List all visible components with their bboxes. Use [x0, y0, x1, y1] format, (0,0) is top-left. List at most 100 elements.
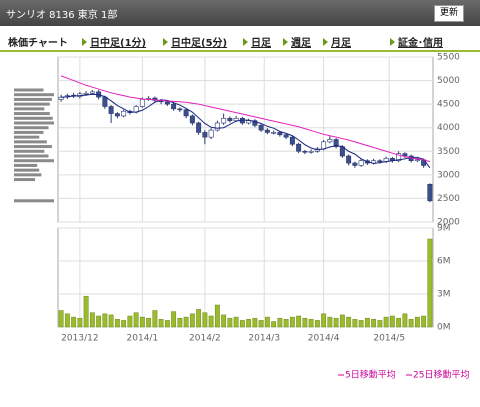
x-tick-label: 2014/1: [127, 334, 159, 344]
volume-profile-bar: [14, 93, 54, 97]
volume-bar: [333, 317, 339, 328]
volume-bar: [296, 315, 302, 328]
candle-body: [171, 103, 177, 110]
volume-profile-bar: [14, 168, 40, 172]
plot-area: [57, 227, 434, 328]
tab[interactable]: 日中足(5分): [163, 34, 227, 49]
header-bar: サンリオ 8136 東京 1部 更新: [0, 0, 480, 26]
volume-profile-bar: [14, 88, 44, 92]
volume-bar: [58, 310, 64, 328]
tab: 株価チャート: [8, 38, 68, 49]
volume-bar: [377, 320, 383, 328]
tab[interactable]: 月足: [323, 34, 351, 49]
volume-bar: [102, 313, 108, 328]
y-tick-label: 9M: [437, 224, 451, 234]
moving-average-line: [61, 93, 431, 169]
volume-bar: [227, 317, 233, 328]
volume-profile-bar: [14, 126, 49, 130]
x-tick-label: 2013/12: [61, 334, 98, 344]
volume-bar: [64, 313, 70, 328]
candle-body: [271, 132, 277, 134]
volume-bar: [108, 314, 114, 328]
volume-profile-bar: [14, 149, 45, 153]
y-tick-label: 4500: [437, 100, 460, 110]
volume-bar: [271, 321, 277, 328]
volume-bar: [346, 316, 352, 328]
y-tick-label: 5000: [437, 76, 460, 86]
volume-bar: [139, 316, 145, 328]
y-tick-label: 6M: [437, 257, 451, 267]
volume-bar: [171, 311, 177, 328]
volume-bar: [314, 320, 320, 328]
volume-bar: [146, 317, 152, 328]
candle-body: [227, 117, 233, 121]
volume-bar: [283, 319, 289, 328]
volume-bar: [221, 314, 227, 328]
volume-bar: [327, 316, 333, 328]
y-tick-label: 5500: [437, 53, 460, 63]
legend-label: 5日移動平均: [345, 369, 396, 381]
candle-body: [346, 155, 352, 164]
volume-bar: [121, 320, 127, 328]
candle-body: [296, 143, 302, 152]
refresh-button[interactable]: 更新: [434, 5, 464, 22]
tab[interactable]: 日足: [243, 34, 271, 49]
tab[interactable]: 日中足(1分): [82, 34, 146, 49]
volume-bar: [408, 319, 414, 328]
volume-bar: [321, 313, 327, 328]
candle-body: [289, 136, 295, 145]
tab-bar: 株価チャート 日中足(1分) 日中足(5分) 日足 週足 月足 証金･信用: [0, 30, 480, 52]
volume-bar: [402, 313, 408, 328]
candle-body: [414, 159, 420, 162]
y-tick-label: 0M: [437, 323, 451, 333]
volume-bar: [183, 316, 189, 328]
candle-body: [164, 101, 170, 105]
volume-bar: [208, 315, 214, 328]
tab[interactable]: 証金･信用: [390, 34, 443, 49]
candle-body: [139, 99, 145, 107]
candle-body: [183, 109, 189, 117]
candle-body: [102, 96, 108, 107]
y-tick-label: 2500: [437, 194, 460, 204]
candle-body: [114, 113, 120, 117]
volume-bar: [89, 312, 95, 328]
candle-body: [258, 125, 264, 131]
volume-bar: [414, 316, 420, 328]
volume-bar: [189, 313, 195, 328]
volume-bar: [264, 316, 270, 328]
volume-bar: [339, 314, 345, 328]
volume-bar: [252, 317, 258, 328]
volume-bar: [127, 315, 133, 328]
candle-body: [252, 120, 258, 126]
volume-profile-bar: [14, 140, 47, 144]
candle-body: [208, 129, 214, 138]
volume-bar: [133, 312, 139, 328]
candle-body: [302, 150, 308, 153]
candle-body: [121, 110, 127, 117]
candle-body: [89, 91, 95, 94]
y-tick-label: 2000: [437, 218, 460, 228]
candle-body: [214, 122, 220, 131]
y-tick-label: 3M: [437, 290, 451, 300]
volume-bar: [383, 316, 389, 328]
volume-bar: [371, 319, 377, 328]
volume-profile-bar: [14, 130, 44, 134]
volume-bar: [389, 315, 395, 328]
volume-bar: [177, 317, 183, 328]
moving-average-line: [60, 75, 431, 163]
volume-profile-bar: [14, 135, 40, 139]
volume-profile-bar: [14, 163, 38, 167]
candle-body: [233, 117, 239, 121]
volume-bar: [96, 315, 102, 328]
tab[interactable]: 週足: [283, 34, 311, 49]
volume-bar: [246, 319, 252, 328]
volume-bar: [352, 319, 358, 328]
volume-bar: [83, 295, 89, 328]
candle-body: [108, 106, 114, 114]
candle-body: [308, 150, 314, 153]
volume-profile-bar: [14, 97, 52, 101]
volume-bar: [77, 317, 83, 328]
candle-body: [333, 139, 339, 147]
